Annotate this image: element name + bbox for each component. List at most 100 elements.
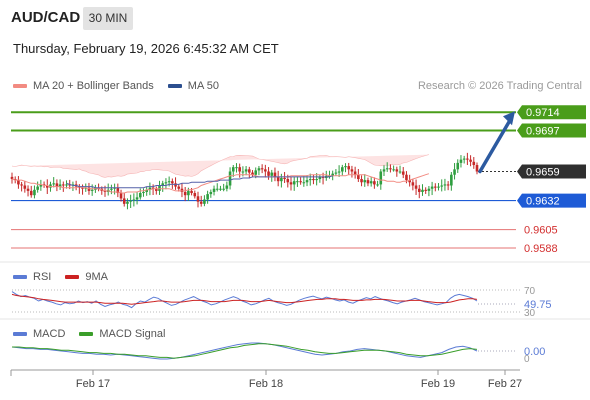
candle xyxy=(395,169,399,172)
candle xyxy=(475,165,479,172)
macd-signal-line xyxy=(12,343,478,359)
candle xyxy=(302,182,306,184)
candle xyxy=(379,171,383,185)
pivot-level-tag xyxy=(517,193,586,208)
bollinger-band xyxy=(11,154,429,178)
candle xyxy=(206,194,209,200)
candle xyxy=(235,167,238,169)
x-tick-label: Feb 19 xyxy=(421,378,455,390)
candle xyxy=(469,159,472,162)
candle xyxy=(405,174,408,181)
candle xyxy=(417,188,421,192)
candle xyxy=(389,168,392,170)
timeframe-button[interactable]: 30 MIN xyxy=(83,7,133,30)
candle xyxy=(132,199,136,201)
candle xyxy=(167,181,171,183)
candle xyxy=(353,171,357,175)
candle xyxy=(392,169,395,171)
candle xyxy=(296,181,299,183)
ma20-line xyxy=(11,173,430,194)
candle xyxy=(58,184,62,187)
candle xyxy=(443,184,447,186)
candle xyxy=(225,185,229,189)
candle xyxy=(251,172,254,175)
candle xyxy=(174,183,177,187)
candle xyxy=(171,181,174,184)
rsi-level-label: 30 xyxy=(524,308,536,319)
candle xyxy=(453,169,456,175)
macd-legend-label: MACD xyxy=(33,328,66,340)
candle xyxy=(148,187,152,190)
macd-signal-legend-swatch xyxy=(79,332,94,336)
candle xyxy=(331,173,334,176)
candle xyxy=(264,169,267,172)
candle xyxy=(129,200,132,202)
candle xyxy=(347,166,351,170)
resistance-level-label: 0.9714 xyxy=(526,107,560,119)
candle xyxy=(401,171,405,175)
candle xyxy=(440,185,444,187)
rsi-value-label: 49.75 xyxy=(524,299,552,311)
main-price-panel: 0.9714 0.9697 0.9659 0.9632 0.9605 0.9588 xyxy=(10,105,586,255)
candle xyxy=(183,191,187,196)
candle xyxy=(244,169,248,172)
candle xyxy=(110,188,113,190)
candle xyxy=(321,176,325,178)
candle xyxy=(209,191,213,195)
candle xyxy=(369,181,373,184)
research-credit: Research © 2026 Trading Central xyxy=(417,80,582,92)
candle xyxy=(376,184,379,186)
chart-datetime: Thursday, February 19, 2026 6:45:32 AM C… xyxy=(13,41,279,56)
x-tick-label: Feb 18 xyxy=(249,378,283,390)
candle xyxy=(292,181,296,185)
candle xyxy=(446,184,450,186)
resistance-level-tag xyxy=(517,123,586,138)
candle xyxy=(177,186,181,189)
candle xyxy=(68,184,72,186)
candle xyxy=(126,201,129,204)
candle xyxy=(10,176,14,180)
candle xyxy=(366,180,370,184)
rsi-ma-legend-label: 9MA xyxy=(85,271,108,283)
rsi-line xyxy=(11,291,478,309)
candle xyxy=(270,172,274,176)
candle xyxy=(341,167,344,172)
candle xyxy=(408,180,411,183)
candle xyxy=(299,181,302,183)
candle xyxy=(462,158,466,160)
candle xyxy=(228,171,232,186)
candle xyxy=(122,198,126,204)
candle xyxy=(472,161,476,166)
ma50-legend-label: MA 50 xyxy=(187,80,219,92)
candle xyxy=(437,186,440,188)
candle xyxy=(357,174,360,180)
rsi-level-label: 70 xyxy=(524,286,536,297)
candle xyxy=(62,184,65,186)
candle xyxy=(424,189,427,191)
candle xyxy=(39,184,43,187)
macd-line xyxy=(11,342,478,360)
candle xyxy=(71,184,75,186)
candle xyxy=(414,185,418,189)
candle xyxy=(55,183,59,187)
candle xyxy=(238,167,241,172)
macd-panel: 0.000 xyxy=(11,342,545,365)
candle xyxy=(450,174,453,186)
pivot-level-label: 0.9632 xyxy=(526,196,560,208)
candle xyxy=(248,169,251,173)
candle xyxy=(373,181,376,185)
candle xyxy=(135,197,139,200)
macd-value-label: 0.00 xyxy=(524,346,545,358)
candle xyxy=(222,188,225,190)
projection-arrow xyxy=(478,118,512,174)
rsi-legend-label: RSI xyxy=(33,271,52,283)
candle xyxy=(26,188,30,191)
rsi-legend-swatch xyxy=(13,275,27,279)
symbol-title: AUD/CAD xyxy=(11,9,81,26)
ma50-line xyxy=(66,175,333,189)
rsi-legend: RSI 9MA xyxy=(13,271,122,283)
x-tick-label: Feb 17 xyxy=(76,378,110,390)
x-tick-label: Feb 27 xyxy=(488,378,522,390)
candle xyxy=(23,185,27,189)
